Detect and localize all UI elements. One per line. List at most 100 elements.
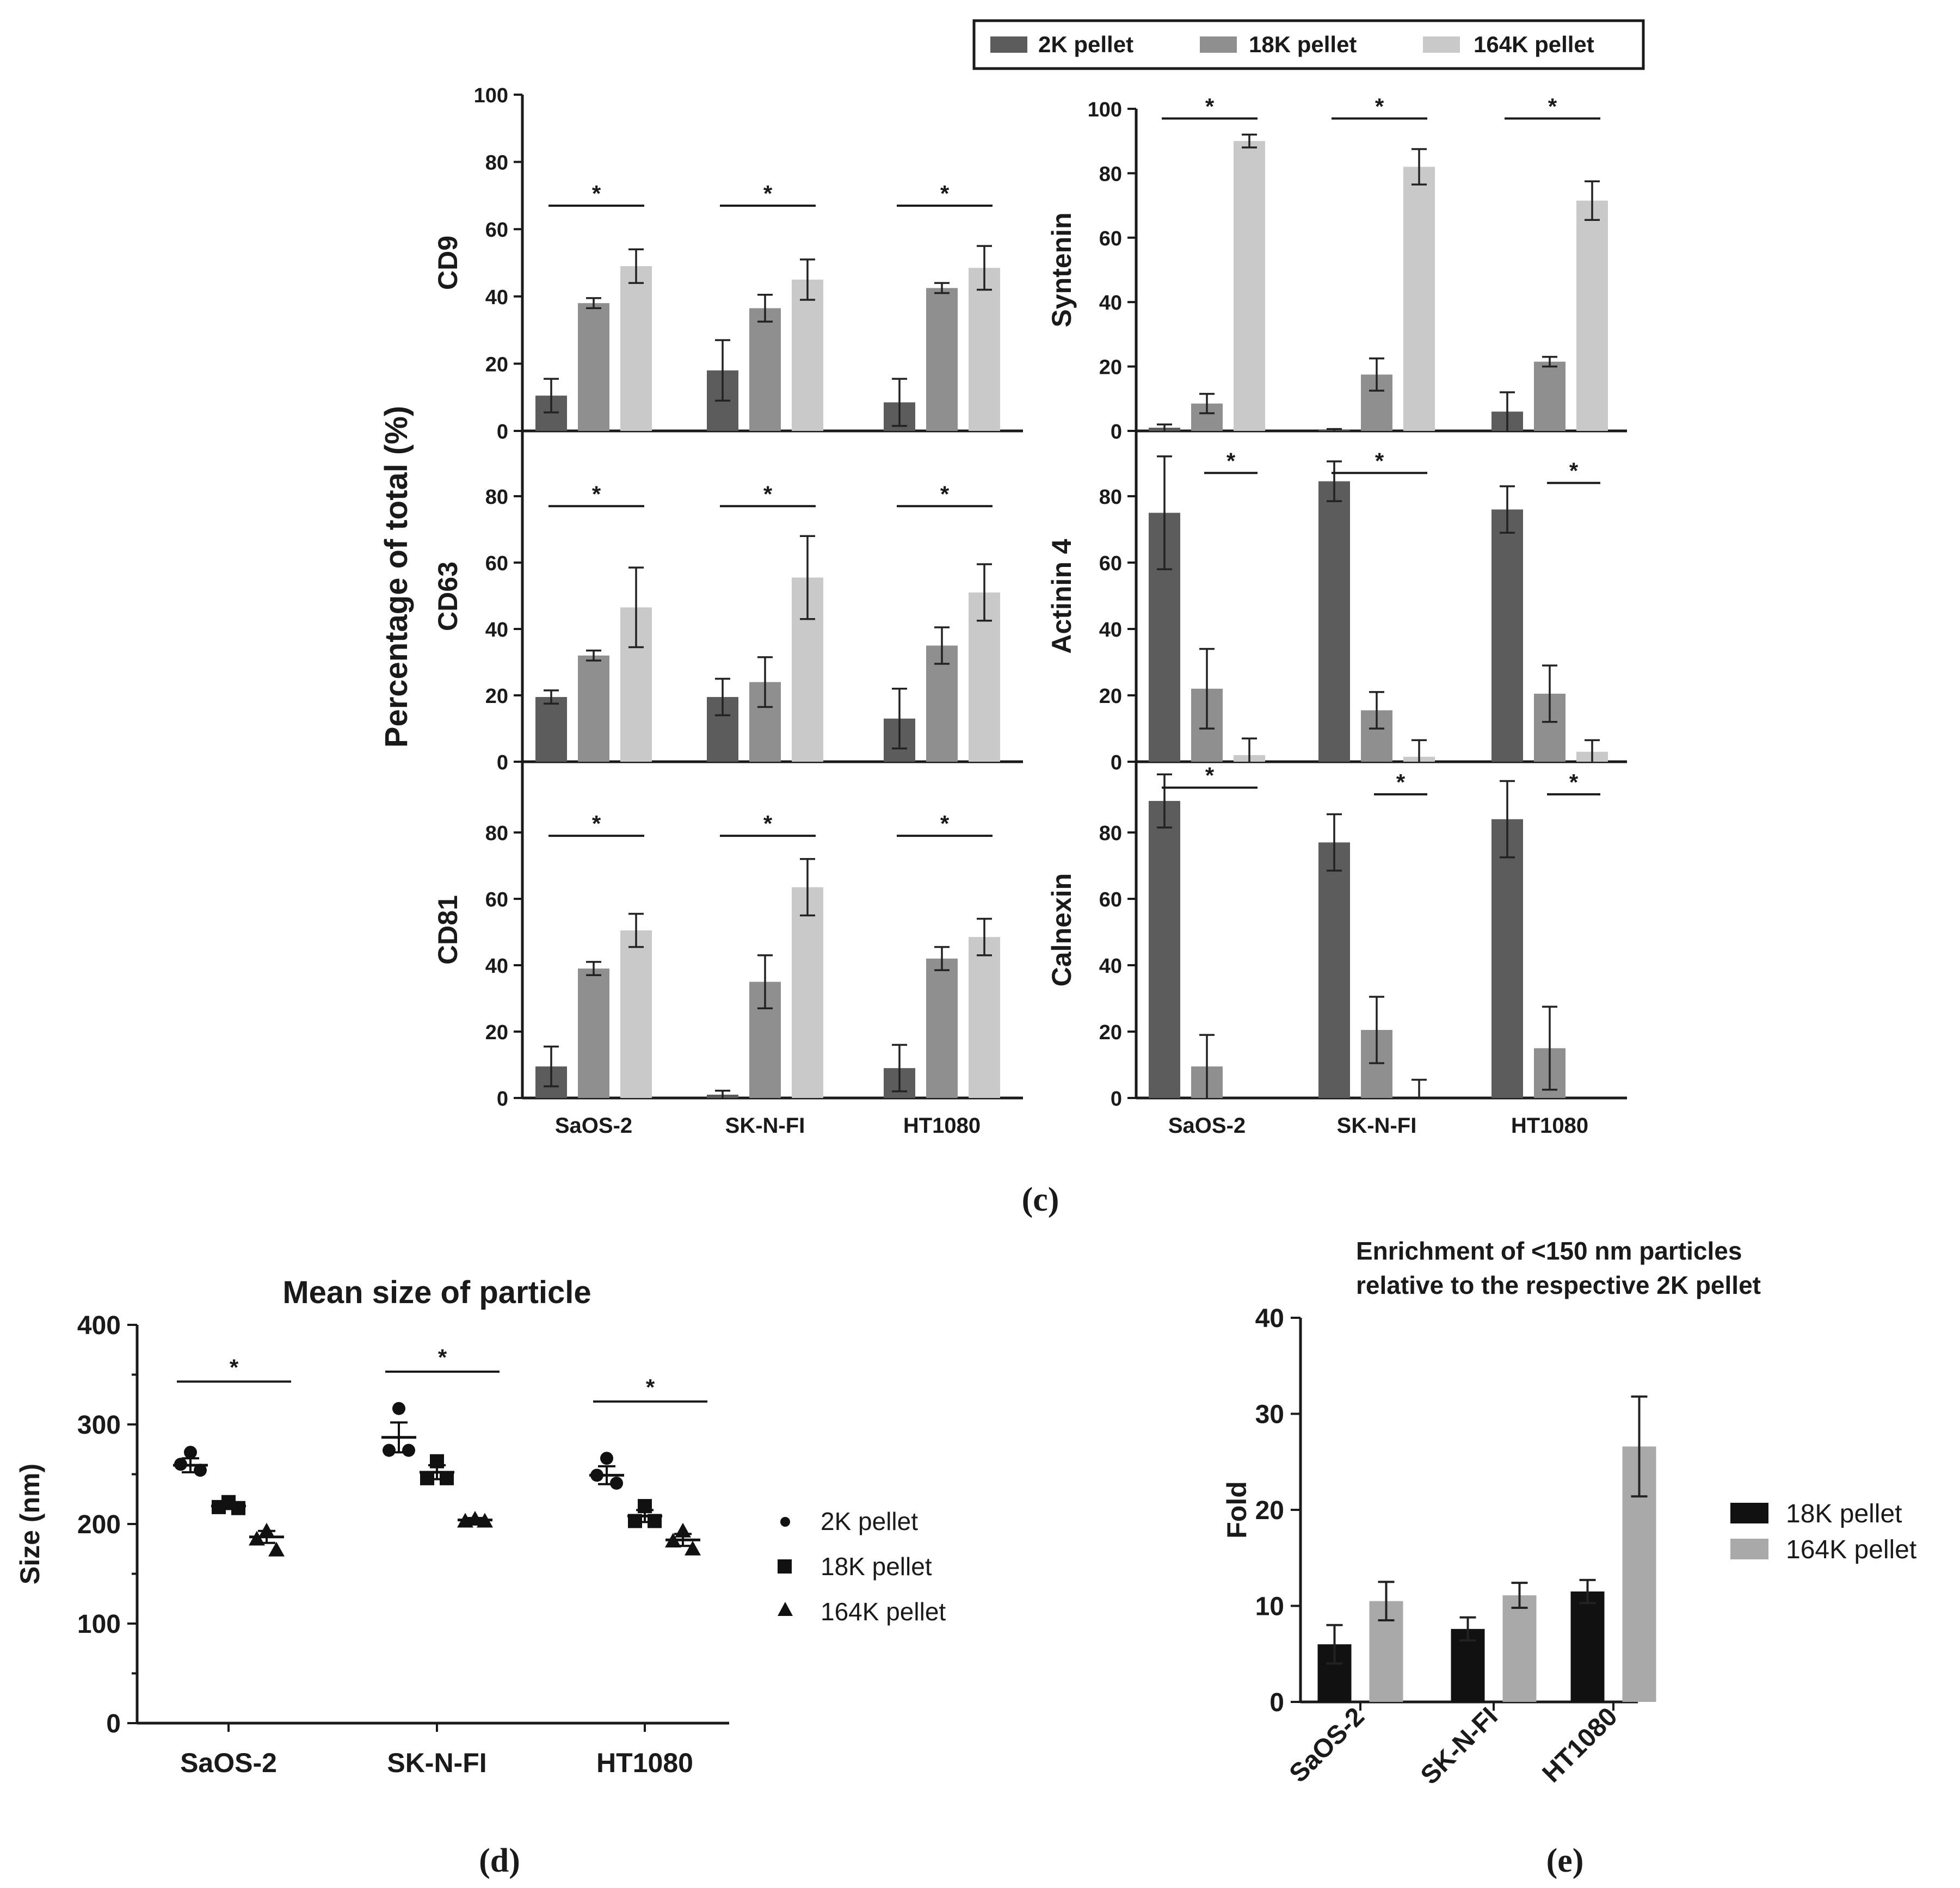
y-tick-label: 80 (485, 822, 508, 845)
y-tick-label: 80 (1099, 822, 1122, 845)
bar-18k-pellet-ht1080 (1570, 1591, 1605, 1702)
y-tick-label: 20 (1255, 1496, 1284, 1525)
y-tick-label: 400 (77, 1311, 121, 1340)
legend-label-164k: 164K pellet (1786, 1535, 1916, 1564)
y-tick-label: 0 (497, 1088, 508, 1110)
significance-star: * (1205, 763, 1215, 788)
cd9-chart: 0 20 40 60 80 100 CD9 * * * (433, 84, 1023, 443)
x-tick-label: SaOS-2 (1284, 1702, 1370, 1788)
y-tick-label: 200 (77, 1510, 121, 1539)
data-point-circle (610, 1476, 623, 1490)
x-tick-label: SaOS-2 (1168, 1114, 1246, 1138)
legend-label-18k: 18K pellet (1786, 1500, 1902, 1528)
y-axis-label: Syntenin (1046, 212, 1077, 327)
legend-swatch-2k (990, 36, 1027, 53)
calnexin-chart: 0 20 40 60 80 Calnexin * * * SaOS-2 SK-N-FI HT1080 (1046, 762, 1627, 1138)
y-tick-label: 60 (1099, 552, 1122, 575)
significance-star: * (1226, 448, 1236, 473)
chart-title-line-1: Enrichment of <150 nm particles (1356, 1237, 1742, 1265)
bar-164k-pellet-saos-2 (620, 930, 652, 1098)
significance-star: * (1569, 458, 1579, 484)
x-tick-label: HT1080 (903, 1114, 981, 1138)
significance-star: * (1396, 769, 1406, 795)
data-point-circle (402, 1443, 415, 1457)
y-tick-label: 60 (485, 889, 508, 911)
panel-e-legend: 18K pellet 164K pellet (1730, 1500, 1916, 1564)
y-tick-label: 100 (474, 84, 508, 107)
y-axis-label: Calnexin (1046, 873, 1077, 986)
panel-c-caption: (c) (1022, 1181, 1059, 1218)
y-tick-label: 40 (485, 955, 508, 978)
y-axis-label: Size (nm) (15, 1464, 45, 1584)
bar-2k-pellet-sk-n-fi (1318, 842, 1350, 1098)
legend-swatch-164k (1423, 36, 1460, 53)
bar-18k-pellet-saos-2 (578, 303, 609, 431)
enrichment-chart: Enrichment of <150 nm particles relative … (1222, 1237, 1761, 1790)
y-tick-label: 40 (1255, 1304, 1284, 1333)
significance-star: * (940, 181, 950, 206)
legend-swatch-164k (1730, 1539, 1768, 1559)
bar-164k-pellet-ht1080 (1576, 200, 1608, 431)
y-tick-label: 20 (1099, 685, 1122, 708)
y-tick-label: 0 (1111, 421, 1122, 443)
syntenin-chart: 0 20 40 60 80 100 Syntenin * * * (1046, 94, 1627, 443)
significance-star: * (763, 181, 773, 206)
significance-star: * (1205, 94, 1215, 119)
significance-star: * (1548, 94, 1557, 119)
y-tick-label: 0 (497, 421, 508, 443)
legend-label-2k: 2K pellet (821, 1507, 918, 1535)
x-tick-label: HT1080 (1511, 1114, 1588, 1138)
panel-c-legend: 2K pellet 18K pellet 164K pellet (972, 19, 1645, 70)
bar-18k-pellet-saos-2 (578, 968, 609, 1098)
y-tick-label: 80 (1099, 486, 1122, 509)
bar-2k-pellet-ht1080 (1491, 509, 1523, 762)
x-tick-label: HT1080 (596, 1748, 693, 1778)
y-tick-label: 40 (485, 286, 508, 309)
y-tick-label: 80 (1099, 163, 1122, 186)
legend-swatch-18k (1730, 1503, 1768, 1523)
bar-18k-pellet-ht1080 (1534, 361, 1565, 431)
y-axis-label: CD9 (433, 236, 463, 290)
legend-marker-triangle (778, 1602, 793, 1616)
significance-star: * (940, 481, 950, 507)
legend-marker-square (778, 1559, 792, 1574)
y-tick-label: 300 (77, 1411, 121, 1440)
y-tick-label: 100 (1088, 98, 1122, 121)
y-axis-label: CD81 (433, 895, 463, 965)
legend-swatch-18k (1200, 36, 1237, 53)
significance-star: * (646, 1374, 655, 1400)
data-point-circle (600, 1452, 613, 1465)
x-tick-label: SK-N-FI (1337, 1114, 1417, 1138)
bar-18k-pellet-sk-n-fi (749, 308, 781, 431)
bar-164k-pellet-sk-n-fi (792, 887, 823, 1098)
y-tick-label: 60 (1099, 227, 1122, 250)
bar-164k-pellet-saos-2 (620, 266, 652, 431)
y-tick-label: 40 (1099, 619, 1122, 641)
significance-star: * (763, 811, 773, 836)
data-point-circle (194, 1464, 207, 1477)
y-axis-label: Actinin 4 (1046, 539, 1077, 653)
y-axis-label: CD63 (433, 562, 463, 631)
significance-star: * (1569, 769, 1579, 795)
y-tick-label: 20 (485, 353, 508, 376)
y-tick-label: 40 (1099, 292, 1122, 314)
y-tick-label: 20 (1099, 1021, 1122, 1044)
bar-18k-pellet-ht1080 (926, 958, 958, 1098)
significance-star: * (592, 481, 601, 507)
y-tick-label: 60 (485, 219, 508, 242)
x-tick-label: SaOS-2 (180, 1748, 277, 1778)
bar-2k-pellet-saos-2 (535, 697, 567, 762)
mean-size-chart: Mean size of particle 0 100 200 300 400 Size (… (15, 1275, 729, 1778)
legend-marker-circle (780, 1517, 790, 1527)
y-tick-label: 0 (1111, 1088, 1122, 1110)
data-point-circle (184, 1446, 197, 1459)
y-tick-label: 20 (485, 685, 508, 708)
y-tick-label: 30 (1255, 1400, 1284, 1429)
bar-18k-pellet-ht1080 (926, 288, 958, 431)
cd81-chart: 0 20 40 60 80 CD81 * * * SaOS-2 SK-N-FI HT1080 (433, 762, 1023, 1138)
panel-d-caption: (d) (479, 1842, 520, 1879)
significance-star: * (438, 1344, 447, 1370)
significance-star: * (592, 181, 601, 206)
x-tick-label: SK-N-FI (725, 1114, 805, 1138)
bar-164k-pellet-sk-n-fi (792, 279, 823, 431)
